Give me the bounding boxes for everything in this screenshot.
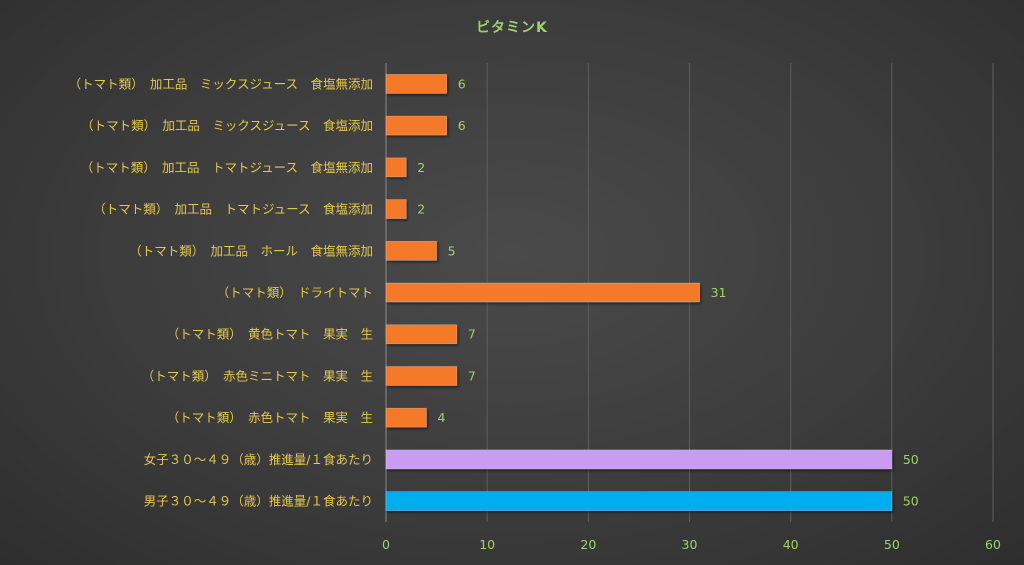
x-tick-label: 40 [783,537,799,552]
x-tick-label: 60 [985,537,1001,552]
category-label: （トマト類） 加工品 トマトジュース 食塩添加 [93,202,373,217]
category-label: （トマト類） 加工品 ミックスジュース 食塩無添加 [69,76,373,91]
bar [385,282,700,303]
data-label: 5 [448,243,456,258]
data-label: 50 [903,494,919,509]
chart-title: ビタミンK [476,20,548,36]
category-label: 女子３０～４９（歳）推進量/１食あたり [144,452,373,467]
data-label: 7 [468,327,476,342]
category-label: （トマト類） 赤色ミニトマト 果実 生 [142,368,373,383]
category-label: （トマト類） 黄色トマト 果実 生 [167,327,373,342]
data-label: 2 [417,160,425,175]
bar [385,407,427,428]
x-tick-label: 30 [682,537,698,552]
data-label: 7 [468,368,476,383]
data-label: 6 [458,118,466,133]
x-tick-label: 0 [382,537,390,552]
category-label: （トマト類） 加工品 ミックスジュース 食塩添加 [81,118,373,133]
bar [385,115,448,136]
bar [385,491,893,511]
bars [385,74,893,511]
x-tick-label: 20 [580,537,596,552]
data-label: 2 [417,202,425,217]
category-label: （トマト類） 加工品 ホール 食塩無添加 [129,243,373,258]
bar [385,324,458,345]
bar [385,157,407,178]
data-label: 4 [437,410,445,425]
data-label: 50 [903,452,919,467]
bar [385,449,893,470]
x-tick-label: 50 [884,537,900,552]
labels: 0 10 20 30 40 50 60 （トマト類） 加工品 ミックスジュース 食塩無添加 6 （… [69,76,1001,552]
bar [385,74,448,94]
category-label: （トマト類） 赤色トマト 果実 生 [167,410,373,425]
x-tick-label: 10 [479,537,495,552]
bar [385,199,407,219]
bar [385,366,458,386]
category-label: （トマト類） 加工品 トマトジュース 食塩無添加 [81,160,373,175]
category-label: 男子３０～４９（歳）推進量/１食あたり [144,494,373,509]
data-label: 31 [711,285,727,300]
bar [385,240,437,261]
data-label: 6 [458,76,466,91]
category-label: （トマト類） ドライトマト [217,285,373,300]
